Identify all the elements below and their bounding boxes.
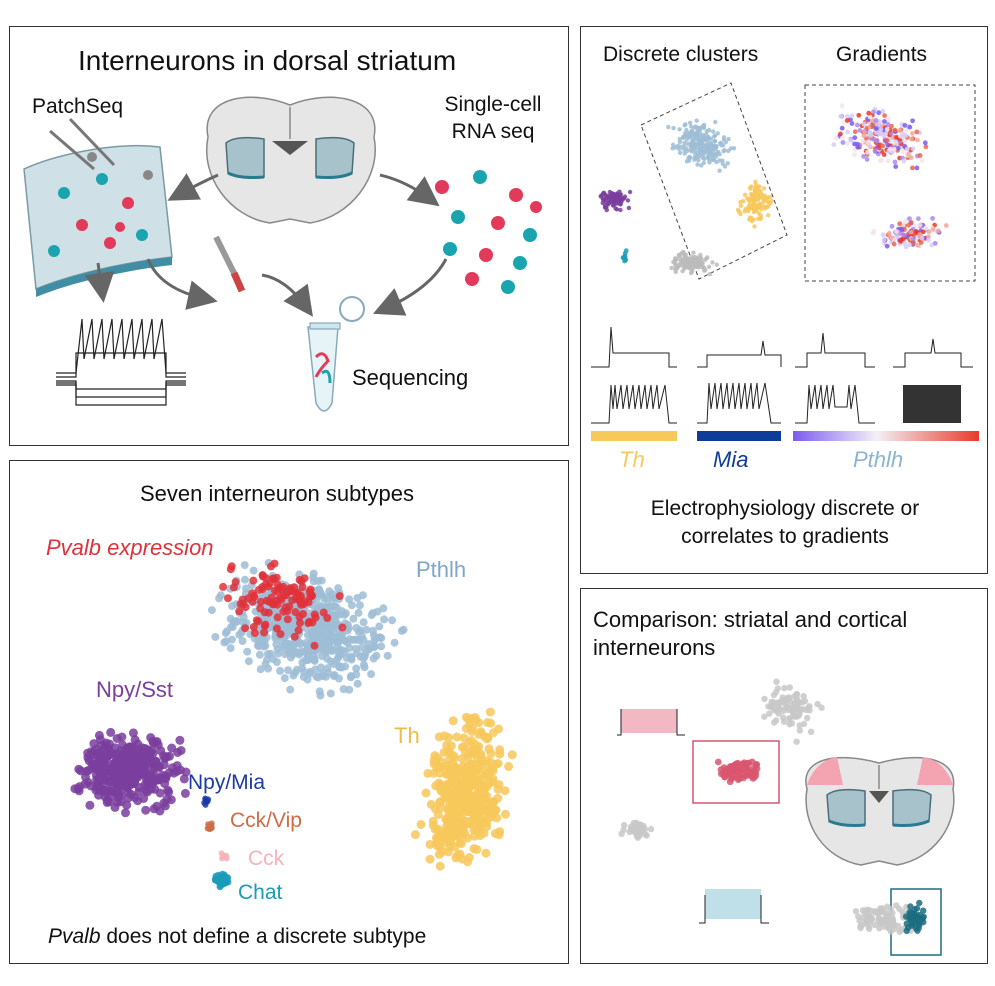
cluster-label-npy-mia: Npy/Mia [188, 771, 266, 794]
th-color-bar [591, 431, 677, 441]
patchseq-label: PatchSeq [32, 95, 124, 118]
gradient-points-top [831, 103, 929, 171]
cluster-label-cck-vip: Cck/Vip [230, 809, 302, 832]
cck-vip-points [204, 820, 215, 833]
ephys-traces [591, 326, 973, 424]
pipeline-illustration [23, 96, 542, 412]
cmp-top-gray-points [761, 678, 825, 745]
brain-cortex-icon [805, 756, 955, 866]
brain-section-icon [206, 96, 376, 224]
heading-discrete-clusters: Discrete clusters [603, 43, 759, 66]
small-npy-sst-points [598, 189, 633, 213]
pthlh-gradient-bar [793, 431, 979, 441]
discrete-box [640, 82, 788, 280]
scrnaseq-label-line1: Single-cell [444, 93, 542, 116]
cmp-mid-pink-points [714, 758, 761, 786]
panel-title: Seven interneuron subtypes [140, 481, 414, 506]
th-points [410, 707, 517, 871]
sequencing-tube-icon [307, 296, 365, 412]
ephys-caption-line1: Electrophysiology discrete or [650, 497, 920, 520]
chat-points [211, 870, 232, 891]
cmp-bottom-gray-points [852, 902, 920, 935]
panel-dorsal-striatum: Interneurons in dorsal striatum PatchSeq… [9, 26, 569, 446]
panel-seven-subtypes: Seven interneuron subtypes Pvalb express… [9, 460, 569, 964]
comparison-plot [617, 678, 955, 956]
sequencing-label: Sequencing [352, 365, 469, 390]
cluster-label-th: Th [394, 723, 420, 748]
cluster-label-cck: Cck [248, 847, 285, 870]
subtype-caption: Pvalb does not define a discrete subtype [48, 925, 426, 949]
panel-discrete-gradients: Discrete clusters Gradients Th Mia Pthl [580, 26, 988, 574]
marker-mia: Mia [713, 447, 749, 472]
cluster-gradient-plots [591, 82, 979, 441]
pvalb-expression-label: Pvalb expression [46, 535, 214, 560]
small-gray-points [669, 249, 719, 277]
pvalb-points [219, 559, 347, 650]
mia-color-bar [697, 431, 781, 441]
marker-pthlh: Pthlh [853, 447, 904, 472]
tsne-subtypes-plot [70, 558, 517, 891]
panel-comparison: Comparison: striatal and cortical intern… [580, 588, 988, 964]
dissociated-cells-icon [435, 170, 542, 294]
striatal-trace-icon [699, 889, 769, 924]
cluster-label-npy-sst: Npy/Sst [96, 677, 174, 702]
caption-rest: does not define a discrete subtype [100, 925, 427, 948]
cmp-teal-points [902, 899, 927, 935]
caption-pvalb-word: Pvalb [48, 925, 101, 948]
small-pthlh-points [666, 118, 737, 173]
slice-block-icon [23, 117, 173, 297]
heading-gradients: Gradients [836, 43, 928, 66]
scrnaseq-label-line2: RNA seq [451, 120, 535, 143]
marker-th: Th [619, 447, 645, 472]
panel-title: Interneurons in dorsal striatum [78, 45, 457, 76]
pipette-icon [213, 235, 246, 293]
cortical-trace-icon [617, 709, 685, 736]
comparison-title-line1: Comparison: striatal and cortical [593, 607, 908, 632]
pink-cluster-box [692, 740, 780, 804]
npy-sst-points [70, 727, 191, 818]
cluster-label-pthlh: Pthlh [416, 557, 467, 582]
dense-spike-trace [903, 385, 961, 423]
comparison-title-line2: interneurons [593, 635, 716, 660]
cck-points [218, 850, 230, 862]
gradient-points-bottom [870, 216, 949, 250]
small-chat-points [620, 248, 629, 264]
gradients-box [804, 84, 976, 282]
npy-mia-points [201, 795, 212, 808]
patch-clamp-trace-icon [56, 318, 186, 406]
cmp-left-gray-points [618, 819, 655, 841]
small-th-points [735, 179, 774, 229]
ephys-caption-line2: correlates to gradients [681, 525, 889, 548]
cluster-label-chat: Chat [238, 881, 283, 904]
